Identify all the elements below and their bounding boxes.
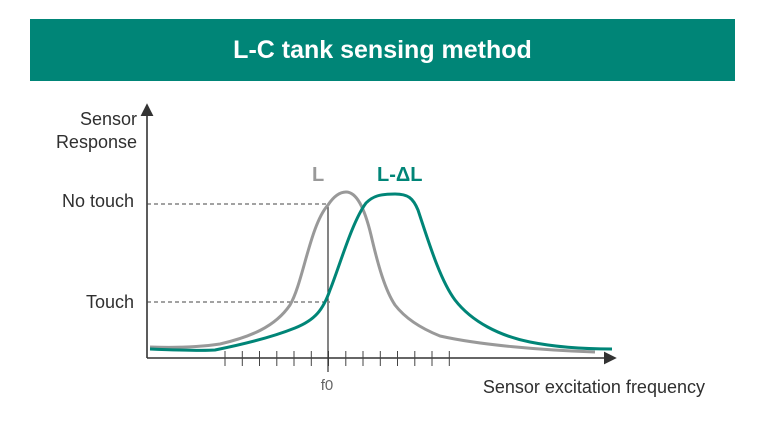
curve-l [149,190,596,354]
curve-l-delta-l [149,192,613,352]
x-axis-label: Sensor excitation frequency [483,377,705,397]
touch-label: Touch [86,292,134,312]
page-title: L-C tank sensing method [233,35,532,64]
y-axis-label-line-1: Sensor [80,109,137,129]
curve-l-label: L [312,164,324,186]
curve-l-delta-l-label: L-ΔL [377,164,422,186]
y-axis-label-line-2: Response [56,132,137,152]
no-touch-label: No touch [62,191,134,211]
f0-tick-label: f0 [321,377,334,394]
title-banner: L-C tank sensing method [30,19,735,81]
x-axis-ticks [224,351,450,366]
